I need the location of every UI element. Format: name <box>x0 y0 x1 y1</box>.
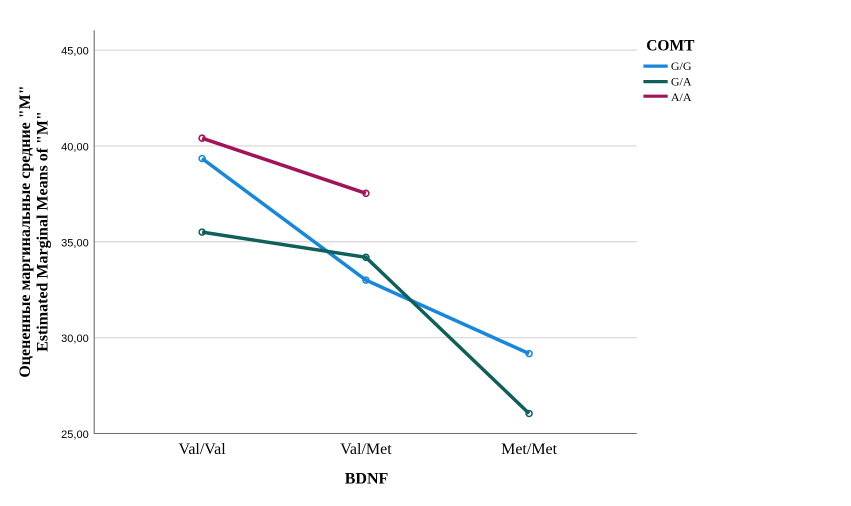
svg-text:BDNF: BDNF <box>345 471 389 488</box>
svg-text:A/A: A/A <box>671 90 692 104</box>
svg-text:Estimated Marginal Means of "М: Estimated Marginal Means of "М" <box>34 111 51 352</box>
svg-text:COMT: COMT <box>646 38 695 55</box>
svg-text:Met/Met: Met/Met <box>501 441 558 458</box>
svg-text:35,00: 35,00 <box>61 237 89 249</box>
svg-text:25,00: 25,00 <box>61 429 89 441</box>
svg-text:G/G: G/G <box>671 59 692 73</box>
svg-text:Val/Met: Val/Met <box>340 441 392 458</box>
svg-text:30,00: 30,00 <box>61 333 89 345</box>
svg-text:Оцененные маргинальные средние: Оцененные маргинальные средние "М" <box>17 85 34 377</box>
svg-text:45,00: 45,00 <box>61 46 89 58</box>
svg-text:40,00: 40,00 <box>61 142 89 154</box>
svg-text:G/A: G/A <box>671 75 692 89</box>
svg-text:Val/Val: Val/Val <box>179 441 227 458</box>
